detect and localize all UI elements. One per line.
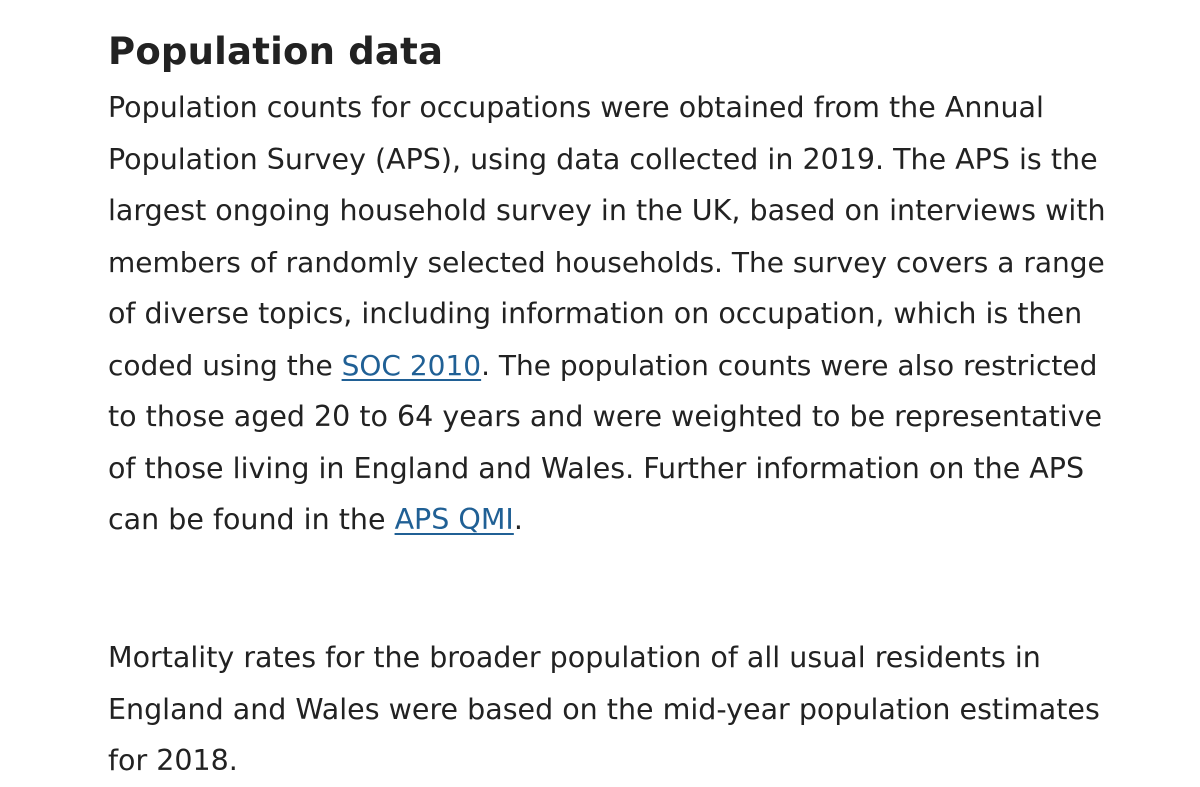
text-line-with-qmi-link: can be found in the APS QMI. [108, 494, 1108, 546]
text-line: Population counts for occupations were o… [108, 91, 1044, 124]
soc-2010-link[interactable]: SOC 2010 [341, 348, 482, 382]
text-line: England and Wales were based on the mid-… [108, 692, 1100, 726]
text-line: Population Survey (APS), using data coll… [108, 142, 1098, 176]
text-line: for 2018. [108, 744, 238, 777]
section-title: Population data [108, 30, 444, 73]
text-line: of those living in England and Wales. Fu… [108, 451, 1085, 485]
text-fragment: coded using the [108, 348, 342, 382]
paragraph-mortality-rates: Mortality rates for the broader populati… [108, 632, 1108, 787]
text-line-with-soc-link: coded using the SOC 2010. The population… [108, 340, 1108, 392]
text-line: to those aged 20 to 64 years and were we… [108, 400, 1103, 433]
text-line: largest ongoing household survey in the … [108, 194, 1106, 227]
article-content: Population data Population counts for oc… [108, 28, 1108, 777]
text-line: of diverse topics, including information… [108, 297, 1083, 330]
text-line: Mortality rates for the broader populati… [108, 641, 1041, 674]
text-fragment: can be found in the [108, 503, 395, 536]
aps-qmi-link[interactable]: APS QMI [394, 503, 514, 536]
text-fragment: . [513, 503, 523, 536]
text-fragment: . The population counts were also restri… [481, 348, 1098, 382]
paragraph-population-counts: Population counts for occupations were o… [108, 82, 1108, 546]
text-line: members of randomly selected households.… [108, 245, 1105, 279]
